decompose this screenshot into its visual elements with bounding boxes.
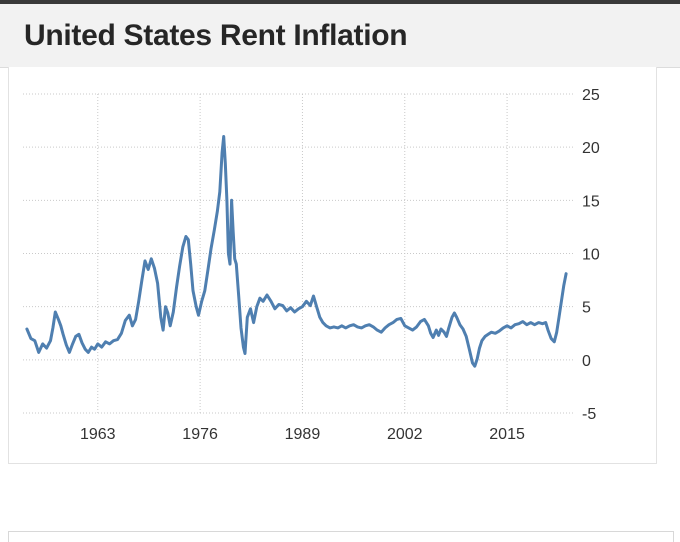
top-bar [0, 0, 680, 4]
y-tick-label: -5 [582, 406, 596, 423]
x-tick-label: 1976 [182, 426, 218, 443]
y-tick-label: 20 [582, 140, 600, 157]
x-tick-label: 1963 [80, 426, 116, 443]
y-tick-label: 0 [582, 353, 591, 370]
y-tick-label: 10 [582, 247, 600, 264]
x-tick-label: 2002 [387, 426, 423, 443]
y-tick-label: 5 [582, 300, 591, 317]
page-title: United States Rent Inflation [24, 19, 408, 52]
chart-panel: 25 20 15 10 5 0 -5 1963 1976 1989 2002 2015 [8, 67, 657, 464]
y-tick-label: 25 [582, 87, 600, 104]
bottom-card [8, 531, 674, 542]
x-tick-label: 1989 [285, 426, 321, 443]
series-line [25, 135, 568, 368]
y-tick-label: 15 [582, 193, 600, 210]
header: United States Rent Inflation [0, 4, 680, 68]
x-tick-label: 2015 [489, 426, 525, 443]
